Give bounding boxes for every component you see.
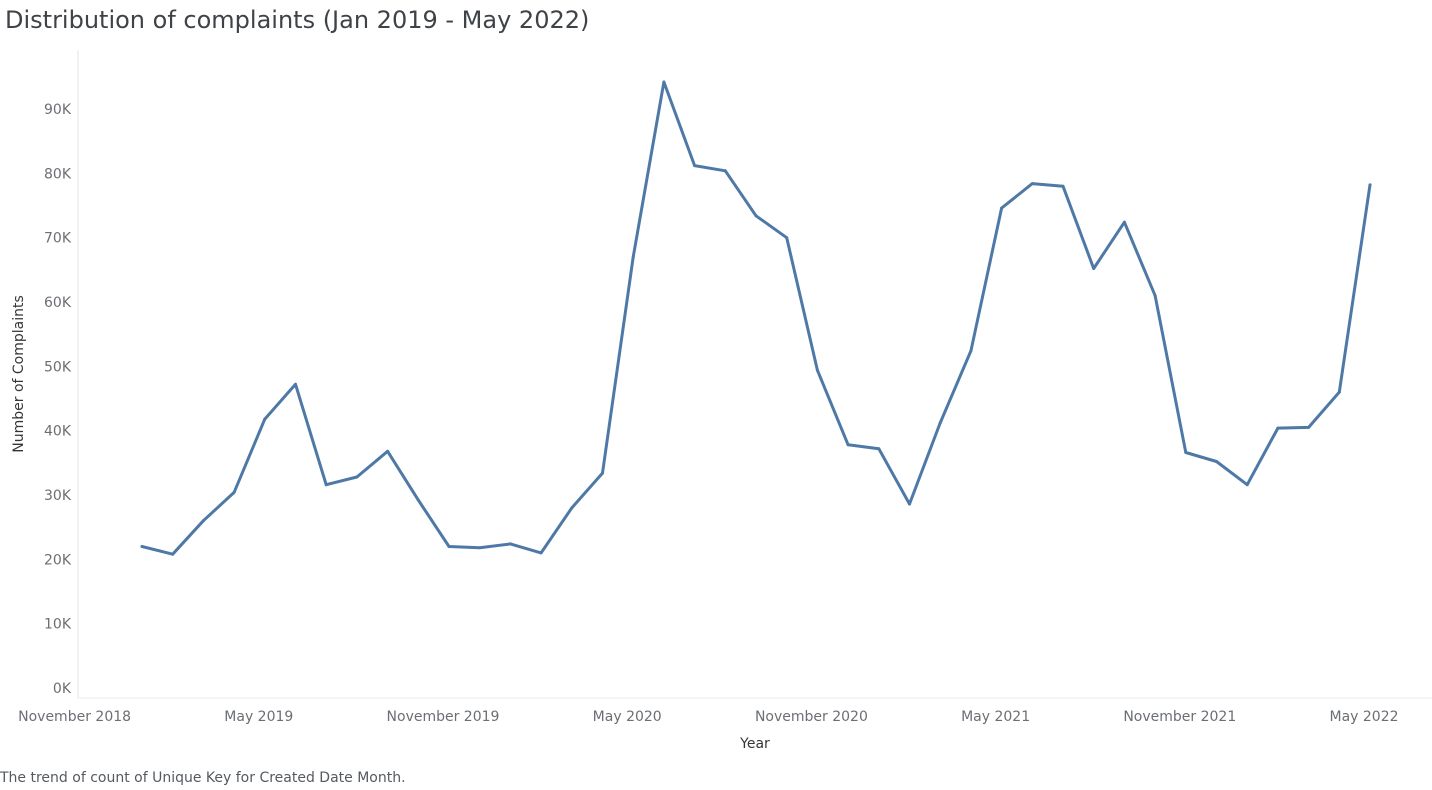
data-point xyxy=(263,417,267,421)
data-point xyxy=(1061,184,1065,188)
y-axis-title: Number of Complaints xyxy=(11,295,27,453)
data-point xyxy=(908,502,911,506)
y-tick-label: 10K xyxy=(44,617,72,633)
y-tick-label: 20K xyxy=(44,552,72,568)
data-point xyxy=(785,236,789,240)
data-point xyxy=(1245,483,1249,487)
x-tick-label: November 2021 xyxy=(1123,709,1236,725)
data-point xyxy=(1122,220,1126,224)
data-point xyxy=(447,545,451,548)
x-tick-label: May 2022 xyxy=(1329,709,1398,725)
data-point xyxy=(386,449,390,453)
data-point xyxy=(294,382,297,386)
x-tick-label: May 2021 xyxy=(961,709,1030,725)
x-tick-label: November 2018 xyxy=(18,709,131,725)
data-point xyxy=(815,368,819,372)
chart-caption: The trend of count of Unique Key for Cre… xyxy=(0,770,406,786)
y-tick-label: 30K xyxy=(44,488,72,504)
data-point xyxy=(969,349,973,353)
data-point xyxy=(1215,460,1218,463)
y-tick-label: 70K xyxy=(44,231,72,247)
data-point xyxy=(1368,183,1372,187)
data-point xyxy=(1307,425,1311,429)
x-tick-label: November 2020 xyxy=(755,709,868,725)
data-point xyxy=(324,483,328,487)
x-tick-labels: November 2018 May 2019 November 2019 May 20… xyxy=(18,709,1398,725)
data-point xyxy=(201,519,205,523)
data-point xyxy=(1184,451,1188,454)
y-tick-labels: 0K 10K 20K 30K 40K 50K 60K 70K 80K 90K xyxy=(44,102,72,697)
data-point xyxy=(938,421,942,425)
data-point xyxy=(508,542,512,546)
x-axis-title: Year xyxy=(739,736,770,752)
data-point xyxy=(1153,294,1157,298)
data-point xyxy=(355,475,359,479)
data-point xyxy=(171,552,175,556)
y-tick-label: 40K xyxy=(44,424,72,440)
data-point xyxy=(631,255,635,259)
series-layer xyxy=(140,80,1372,556)
x-tick-label: May 2019 xyxy=(224,709,293,725)
data-point xyxy=(416,498,420,502)
y-tick-label: 60K xyxy=(44,295,72,311)
data-point xyxy=(723,169,727,173)
data-point xyxy=(846,443,850,447)
y-tick-label: 80K xyxy=(44,166,72,182)
data-point xyxy=(1030,182,1034,186)
data-point xyxy=(1337,390,1341,394)
y-tick-label: 0K xyxy=(53,681,72,697)
data-point xyxy=(1276,426,1280,430)
chart-title: Distribution of complaints (Jan 2019 - M… xyxy=(5,6,590,34)
data-point xyxy=(140,545,144,548)
data-point xyxy=(1092,267,1096,270)
y-tick-label: 50K xyxy=(44,359,72,375)
data-point xyxy=(570,506,574,510)
data-point xyxy=(754,214,758,218)
data-point xyxy=(601,471,604,475)
data-point xyxy=(877,447,881,451)
data-point xyxy=(478,546,482,550)
y-tick-label: 90K xyxy=(44,102,72,118)
data-point xyxy=(539,551,543,555)
x-tick-label: May 2020 xyxy=(593,709,662,725)
data-point xyxy=(1000,206,1004,210)
data-point xyxy=(693,164,697,168)
data-point xyxy=(662,80,666,84)
data-point xyxy=(232,490,236,494)
x-tick-label: November 2019 xyxy=(387,709,500,725)
